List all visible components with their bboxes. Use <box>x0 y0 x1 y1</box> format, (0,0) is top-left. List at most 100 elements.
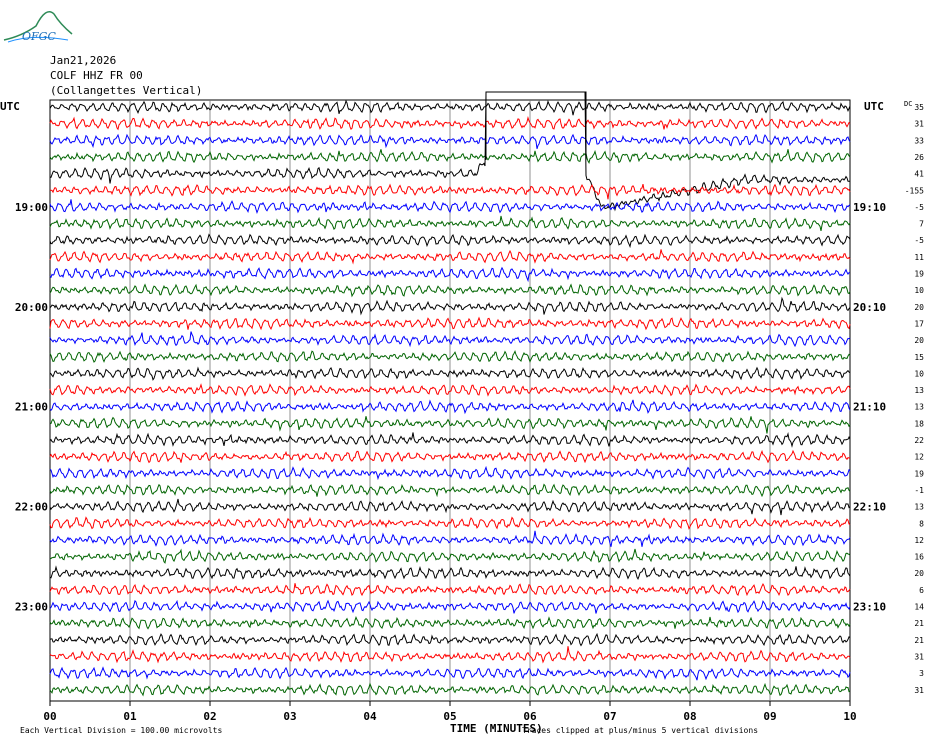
seismic-trace <box>49 530 851 547</box>
seismic-trace <box>49 316 851 331</box>
seismic-trace <box>49 283 851 298</box>
seismic-trace <box>49 249 851 265</box>
dc-offset-value: -5 <box>914 236 924 245</box>
dc-offset-value: 41 <box>914 170 924 179</box>
seismic-trace <box>49 215 851 232</box>
x-tick-label: 02 <box>203 710 216 723</box>
left-time-label: 23:00 <box>15 601 48 614</box>
seismic-trace <box>49 266 851 283</box>
right-time-label: 22:10 <box>853 501 886 514</box>
seismic-trace <box>49 91 850 212</box>
footer-scale-note: Each Vertical Division = 100.00 microvol… <box>20 726 222 735</box>
dc-offset-value: 33 <box>914 136 924 145</box>
dc-offset-value: 26 <box>914 153 924 162</box>
seismic-trace <box>49 233 851 249</box>
seismic-trace <box>49 666 851 681</box>
clipped-event-box <box>485 91 587 160</box>
seismic-trace <box>49 99 851 116</box>
dc-offset-value: 31 <box>914 686 924 695</box>
dc-offset-value: 17 <box>914 319 924 328</box>
seismic-trace <box>49 483 851 498</box>
header-location: (Collangettes Vertical) <box>50 84 203 97</box>
dc-offset-value: 20 <box>914 303 924 312</box>
seismic-trace <box>49 583 851 597</box>
dc-offset-value: 16 <box>914 553 924 562</box>
seismic-trace <box>49 350 851 363</box>
seismic-trace <box>49 199 851 214</box>
seismic-trace <box>49 399 851 415</box>
x-tick-label: 08 <box>683 710 696 723</box>
dc-offset-value: 12 <box>914 536 924 545</box>
dc-offset-value: 12 <box>914 453 924 462</box>
x-tick-label: 03 <box>283 710 296 723</box>
dc-offset-value: 19 <box>914 469 924 478</box>
x-tick-label: 01 <box>123 710 137 723</box>
right-axis-label: UTC <box>864 100 884 113</box>
dc-offset-value: 14 <box>914 603 924 612</box>
seismic-trace <box>49 331 851 348</box>
dc-label: DC <box>904 100 912 108</box>
left-time-label: 19:00 <box>15 201 48 214</box>
dc-offset-value: 35 <box>914 103 924 112</box>
dc-offset-value: 18 <box>914 419 924 428</box>
left-time-label: 20:00 <box>15 301 48 314</box>
seismic-trace <box>49 416 851 434</box>
dc-offset-value: 10 <box>914 369 924 378</box>
seismic-trace <box>49 465 851 481</box>
footer-clip-note: Traces clipped at plus/minus 5 vertical … <box>522 726 758 735</box>
dc-offset-value: -5 <box>914 203 924 212</box>
seismic-trace <box>49 366 851 381</box>
dc-offset-value: 6 <box>919 586 924 595</box>
seismic-trace <box>49 498 851 516</box>
dc-offset-value: 21 <box>914 619 924 628</box>
seismic-trace <box>49 565 851 581</box>
dc-offset-value: 13 <box>914 403 924 412</box>
seismic-trace <box>49 449 851 464</box>
seismic-trace <box>49 599 851 614</box>
dc-offset-value: 20 <box>914 336 924 345</box>
seismic-trace <box>49 183 851 200</box>
dc-offset-value: 7 <box>919 220 924 229</box>
header-date: Jan21,2026 <box>50 54 117 67</box>
seismic-trace <box>49 383 851 397</box>
seismic-trace <box>49 616 851 630</box>
seismic-trace <box>49 133 851 149</box>
right-time-label: 20:10 <box>853 301 886 314</box>
seismic-trace <box>49 682 851 697</box>
right-time-label: 21:10 <box>853 401 886 414</box>
header-station: COLF HHZ FR 00 <box>50 69 143 82</box>
seismic-trace <box>49 646 851 664</box>
right-time-label: 23:10 <box>853 601 886 614</box>
seismic-trace <box>49 115 851 131</box>
x-tick-label: 04 <box>363 710 377 723</box>
dc-offset-value: 22 <box>914 436 924 445</box>
x-tick-label: 07 <box>603 710 616 723</box>
x-tick-label: 09 <box>763 710 776 723</box>
dc-offset-value: 20 <box>914 569 924 578</box>
dc-offset-value: 3 <box>919 669 924 678</box>
dc-offset-value: 31 <box>914 652 924 661</box>
x-tick-label: 00 <box>43 710 56 723</box>
right-time-label: 19:10 <box>853 201 886 214</box>
dc-offset-value: -1 <box>914 486 924 495</box>
x-tick-label: 06 <box>523 710 537 723</box>
dc-offset-value: 13 <box>914 503 924 512</box>
seismic-trace <box>49 632 851 647</box>
ofgc-logo: OFGC <box>3 11 73 43</box>
left-axis-label: UTC <box>0 100 20 113</box>
dc-offset-value: -155 <box>905 186 924 195</box>
dc-offset-value: 19 <box>914 270 924 279</box>
left-time-label: 22:00 <box>15 501 48 514</box>
x-tick-label: 10 <box>843 710 856 723</box>
seismic-trace <box>49 548 851 564</box>
dc-offset-value: 15 <box>914 353 924 362</box>
dc-offset-value: 11 <box>914 253 924 262</box>
x-tick-label: 05 <box>443 710 456 723</box>
x-axis-title: TIME (MINUTES) <box>450 722 543 735</box>
seismic-trace <box>49 296 851 316</box>
dc-offset-value: 10 <box>914 286 924 295</box>
seismic-trace <box>49 149 851 164</box>
logo-text: OFGC <box>22 30 56 43</box>
dc-offset-value: 31 <box>914 120 924 129</box>
